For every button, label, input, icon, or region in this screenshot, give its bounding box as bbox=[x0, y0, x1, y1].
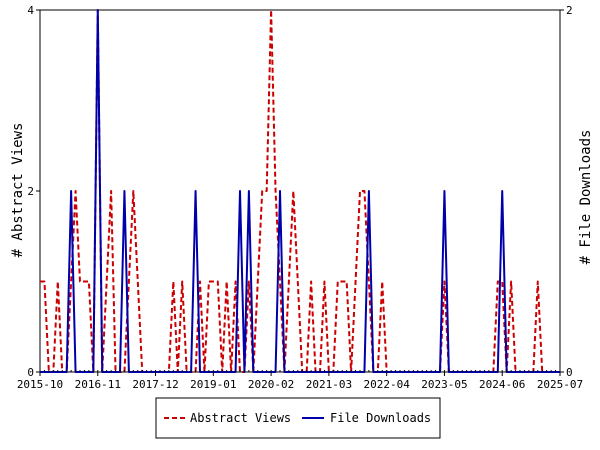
legend: Abstract Views File Downloads bbox=[155, 397, 441, 439]
series-line-abstract-views bbox=[40, 9, 560, 373]
x-tick-label: 2024-06 bbox=[479, 378, 525, 391]
y-left-tick-label: 2 bbox=[27, 185, 34, 198]
x-tick-label: 2022-04 bbox=[363, 378, 410, 391]
y-right-axis-title: # File Downloads bbox=[578, 130, 594, 265]
x-tick-label: 2025-07 bbox=[537, 378, 583, 391]
legend-box bbox=[155, 397, 441, 439]
x-tick-label: 2023-05 bbox=[421, 378, 467, 391]
x-tick-label: 2021-03 bbox=[306, 378, 352, 391]
y-left-tick-label: 0 bbox=[27, 366, 34, 379]
x-tick-label: 2015-10 bbox=[17, 378, 63, 391]
x-tick-label: 2017-12 bbox=[132, 378, 178, 391]
x-tick-label: 2016-11 bbox=[75, 378, 121, 391]
axes-layer: 2015-10 2016-11 2017-12 2019-01 2020-02 2021-… bbox=[17, 4, 583, 391]
y-right-tick-label: 0 bbox=[566, 366, 573, 379]
x-tick-label: 2020-02 bbox=[248, 378, 294, 391]
y-right-tick-label: 2 bbox=[566, 4, 573, 17]
series-layer bbox=[40, 9, 560, 373]
series-line-file-downloads bbox=[40, 9, 560, 373]
legend-label-abstract-views: Abstract Views bbox=[190, 411, 291, 425]
legend-label-file-downloads: File Downloads bbox=[330, 411, 431, 425]
y-left-tick-label: 4 bbox=[27, 4, 34, 17]
y-left-axis-title: # Abstract Views bbox=[10, 123, 26, 258]
x-tick-label: 2019-01 bbox=[190, 378, 236, 391]
